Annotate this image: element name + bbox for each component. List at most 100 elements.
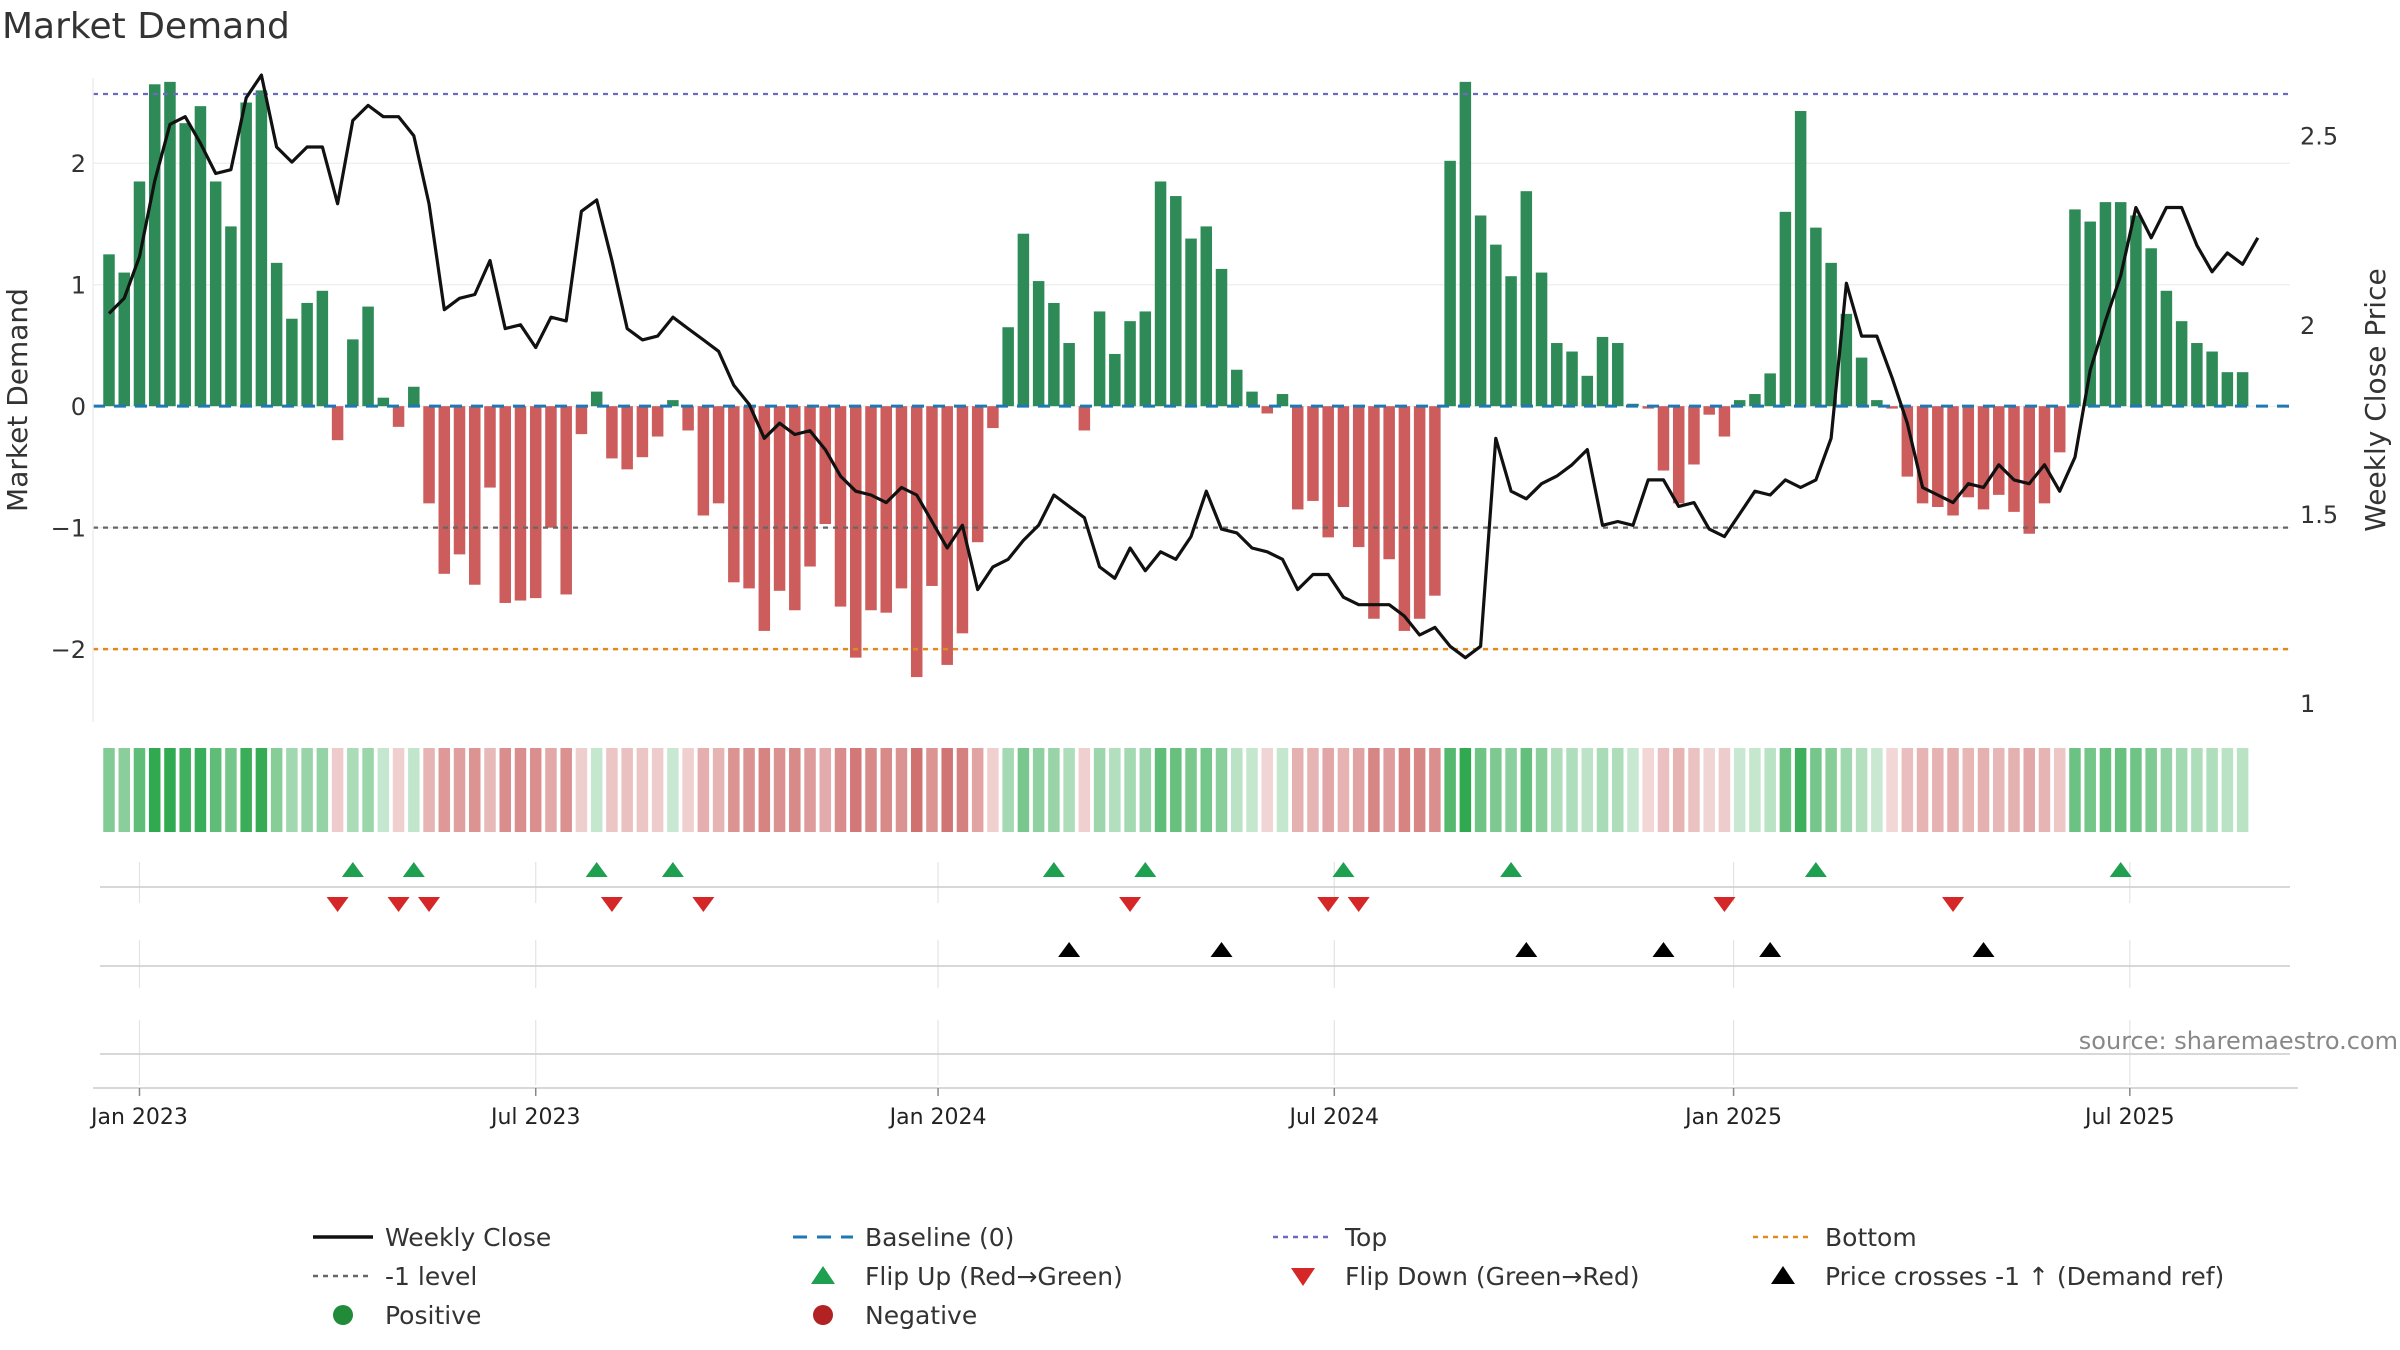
demand-bar bbox=[682, 406, 694, 431]
demand-bar bbox=[895, 406, 908, 589]
demand-bar bbox=[1718, 406, 1731, 437]
heat-strip-cell bbox=[484, 748, 496, 832]
heat-strip-cell bbox=[423, 748, 435, 832]
flip-up-marker bbox=[402, 862, 425, 877]
heat-strip-cell bbox=[651, 748, 664, 832]
heat-strip-cell bbox=[1170, 748, 1182, 832]
heat-strip-cell bbox=[1871, 748, 1883, 832]
heat-strip-cell bbox=[179, 748, 191, 832]
heat-strip-cell bbox=[362, 748, 374, 832]
source-text: source: sharemaestro.com bbox=[2079, 1027, 2398, 1055]
heat-strip-cell bbox=[1063, 748, 1075, 832]
legend: Weekly Close Baseline (0) Top Bottom -1 leve… bbox=[313, 1223, 2224, 1330]
demand-bar bbox=[1002, 327, 1014, 407]
heat-strip-cell bbox=[133, 748, 146, 832]
heat-strip-cell bbox=[1200, 748, 1213, 832]
heat-strip-cell bbox=[377, 748, 390, 832]
demand-bar bbox=[2160, 290, 2173, 407]
heat-strip-cell bbox=[2069, 748, 2081, 832]
demand-bar bbox=[1855, 357, 1868, 407]
heat-strip-cell bbox=[682, 748, 694, 832]
heat-strip-cell bbox=[1642, 748, 1654, 832]
demand-bar bbox=[2236, 372, 2249, 407]
heat-strip-cell bbox=[1185, 748, 1197, 832]
heat-strip-cell bbox=[1352, 748, 1365, 832]
demand-bar bbox=[941, 406, 953, 665]
heat-strip-cell bbox=[2145, 748, 2157, 832]
demand-bar bbox=[1947, 406, 1959, 516]
heat-strip-cell bbox=[1810, 748, 1822, 832]
legend-swatch-triangle-down bbox=[1291, 1268, 1315, 1286]
chart-title: Market Demand bbox=[2, 6, 290, 47]
heat-strip-cell bbox=[1551, 748, 1563, 832]
demand-bar bbox=[1749, 394, 1761, 407]
heat-strip-cell bbox=[118, 748, 130, 832]
heat-strip-cell bbox=[850, 748, 862, 832]
demand-bar bbox=[728, 406, 740, 583]
demand-bar bbox=[1261, 406, 1273, 414]
heat-strip-cell bbox=[697, 748, 710, 832]
x-tick-label: Jul 2024 bbox=[1288, 1105, 1380, 1130]
demand-bar bbox=[1352, 406, 1365, 548]
demand-bar bbox=[1794, 111, 1807, 407]
demand-bar bbox=[1246, 391, 1258, 407]
demand-bar bbox=[225, 226, 237, 407]
legend-label: Flip Down (Green→Red) bbox=[1345, 1262, 1640, 1291]
demand-bar bbox=[926, 406, 938, 586]
heat-strip-cell bbox=[712, 748, 725, 832]
flip-up-marker bbox=[1042, 862, 1065, 877]
heat-strip-cell bbox=[1749, 748, 1761, 832]
demand-bar bbox=[1566, 351, 1578, 407]
demand-bar bbox=[2099, 202, 2112, 407]
legend-label: Top bbox=[1344, 1223, 1387, 1252]
heat-strip-cell bbox=[2114, 748, 2127, 832]
heat-strip-cell bbox=[667, 748, 679, 832]
weekly-close-line bbox=[107, 73, 2260, 660]
flip-down-marker bbox=[1942, 897, 1965, 912]
demand-bar bbox=[301, 302, 313, 407]
legend-swatch-circle bbox=[333, 1305, 353, 1325]
demand-bar bbox=[636, 406, 649, 458]
heat-strip-cell bbox=[1962, 748, 1975, 832]
heat-strip-cell bbox=[1520, 748, 1533, 832]
demand-bar bbox=[2084, 221, 2096, 407]
heat-strip-cell bbox=[1078, 748, 1091, 832]
demand-bar bbox=[1032, 281, 1045, 407]
demand-bar bbox=[575, 406, 588, 435]
demand-bar bbox=[1276, 394, 1289, 407]
legend-label: Positive bbox=[385, 1301, 481, 1330]
heat-strip-cell bbox=[545, 748, 557, 832]
heat-strip-cell bbox=[1032, 748, 1045, 832]
flip-down-marker bbox=[1119, 897, 1142, 912]
heat-strip-cell bbox=[1276, 748, 1289, 832]
demand-bar bbox=[1901, 406, 1914, 477]
demand-bar bbox=[971, 406, 984, 543]
demand-bar bbox=[2221, 372, 2234, 407]
y-tick-label: −2 bbox=[51, 636, 86, 664]
demand-bar bbox=[1078, 406, 1091, 431]
price-cross-marker bbox=[1058, 942, 1081, 957]
y2-axis-label: Weekly Close Price bbox=[2359, 268, 2392, 531]
demand-bar bbox=[1444, 160, 1456, 407]
demand-bar bbox=[1337, 406, 1350, 508]
demand-bar bbox=[2206, 351, 2218, 407]
flip-down-marker bbox=[418, 897, 441, 912]
heat-strip-cell bbox=[834, 748, 847, 832]
heat-strip-cell bbox=[621, 748, 633, 832]
heat-strip-cell bbox=[1703, 748, 1715, 832]
demand-bar bbox=[2130, 215, 2142, 407]
heat-strip-cell bbox=[1459, 748, 1472, 832]
heat-strip-cell bbox=[164, 748, 176, 832]
demand-bar bbox=[529, 406, 542, 599]
heat-strip-cell bbox=[1977, 748, 1990, 832]
demand-bar bbox=[1505, 276, 1517, 407]
x-tick-label: Jan 2024 bbox=[888, 1105, 987, 1130]
heat-strip-cell bbox=[1627, 748, 1639, 832]
heat-strip-cell bbox=[2023, 748, 2035, 832]
demand-bar bbox=[743, 406, 755, 589]
demand-bar bbox=[1017, 233, 1030, 407]
demand-bar bbox=[1764, 373, 1776, 407]
heat-strip-cell bbox=[438, 748, 451, 832]
demand-bar bbox=[316, 290, 329, 407]
demand-bar bbox=[1703, 406, 1715, 415]
